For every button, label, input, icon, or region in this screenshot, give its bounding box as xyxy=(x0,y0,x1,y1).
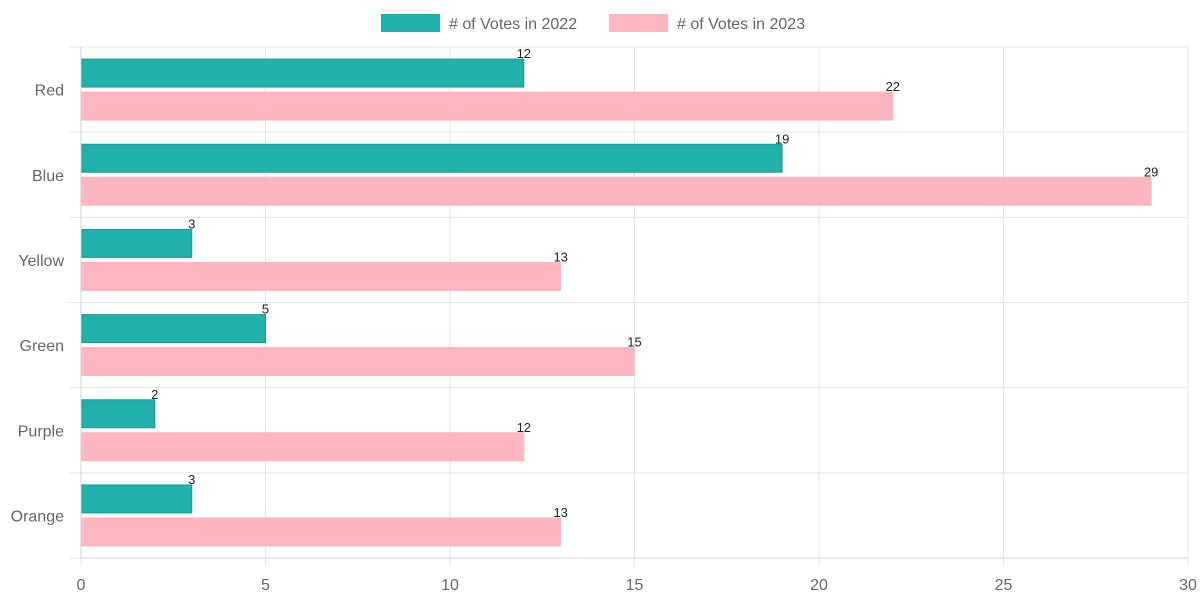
data-label-purple-2022: 2 xyxy=(151,387,158,402)
category-label-orange: Orange xyxy=(11,508,64,525)
data-label-green-2023: 15 xyxy=(627,335,641,350)
grid xyxy=(69,46,1189,566)
data-label-purple-2023: 12 xyxy=(517,420,531,435)
data-label-blue-2022: 19 xyxy=(775,131,789,146)
x-tick-label: 0 xyxy=(77,577,86,594)
x-tick-label: 10 xyxy=(441,577,459,594)
data-label-yellow-2023: 13 xyxy=(553,249,567,264)
bars xyxy=(81,58,1152,547)
bar-blue-2022[interactable] xyxy=(81,143,783,173)
y-axis: Red Blue Yellow Green Purple Orange xyxy=(11,47,82,558)
bar-yellow-2022[interactable] xyxy=(81,228,193,258)
bar-orange-2023[interactable] xyxy=(81,517,562,547)
bar-green-2023[interactable] xyxy=(81,347,635,377)
legend-swatch-2022 xyxy=(381,14,440,32)
data-labels: 12 22 19 29 3 13 5 15 2 12 3 13 xyxy=(151,46,1158,520)
category-label-blue: Blue xyxy=(32,168,64,185)
data-label-orange-2023: 13 xyxy=(553,505,567,520)
x-tick-label: 15 xyxy=(626,577,644,594)
bar-yellow-2023[interactable] xyxy=(81,261,562,291)
x-axis: 0 5 10 15 20 25 30 xyxy=(77,557,1197,594)
legend-item-2022[interactable]: # of Votes in 2022 xyxy=(381,14,577,33)
data-label-red-2023: 22 xyxy=(886,79,900,94)
bar-purple-2023[interactable] xyxy=(81,432,525,462)
x-tick-label: 30 xyxy=(1179,577,1197,594)
legend: # of Votes in 2022 # of Votes in 2023 xyxy=(381,14,805,33)
category-label-yellow: Yellow xyxy=(18,253,64,270)
bar-red-2023[interactable] xyxy=(81,91,894,121)
data-label-green-2022: 5 xyxy=(262,302,269,317)
bar-blue-2023[interactable] xyxy=(81,176,1152,206)
data-label-orange-2022: 3 xyxy=(188,472,195,487)
legend-item-2023[interactable]: # of Votes in 2023 xyxy=(609,14,805,33)
category-label-green: Green xyxy=(20,338,64,355)
legend-swatch-2023 xyxy=(609,14,668,32)
bar-green-2022[interactable] xyxy=(81,314,266,344)
bar-orange-2022[interactable] xyxy=(81,484,193,514)
x-tick-label: 20 xyxy=(810,577,828,594)
legend-label-2022: # of Votes in 2022 xyxy=(449,16,577,33)
category-label-purple: Purple xyxy=(18,423,64,440)
data-label-blue-2023: 29 xyxy=(1144,164,1158,179)
x-tick-label: 5 xyxy=(261,577,270,594)
x-tick-label: 25 xyxy=(995,577,1013,594)
data-label-yellow-2022: 3 xyxy=(188,216,195,231)
data-label-red-2022: 12 xyxy=(517,46,531,61)
bar-purple-2022[interactable] xyxy=(81,399,156,429)
legend-label-2023: # of Votes in 2023 xyxy=(677,16,805,33)
category-label-red: Red xyxy=(35,83,64,100)
bar-red-2022[interactable] xyxy=(81,58,525,88)
